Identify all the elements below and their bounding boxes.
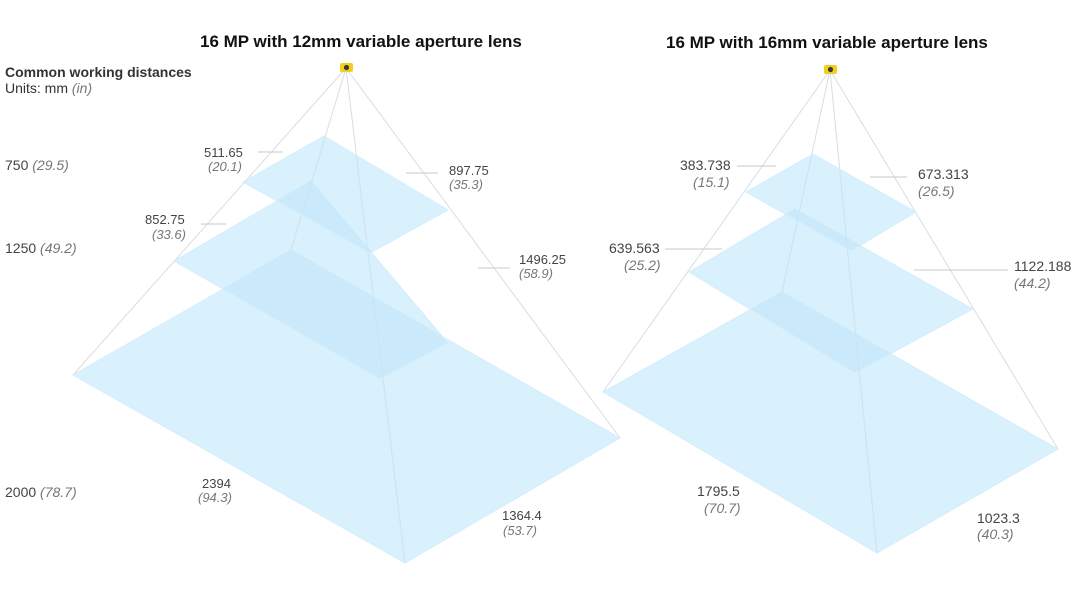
distance-in: (29.5) bbox=[32, 157, 69, 173]
distance-750: 750 (29.5) bbox=[5, 158, 69, 172]
fov-height-2000-in: (53.7) bbox=[503, 523, 537, 538]
fov-width-750: 511.65 bbox=[204, 145, 243, 160]
pyramid-12mm bbox=[71, 63, 622, 564]
fov-height-2000: 1364.4 bbox=[502, 508, 542, 523]
fov-width-2000: 1795.5 bbox=[697, 483, 740, 499]
fov-height-1250-in: (58.9) bbox=[519, 266, 553, 281]
fov-width-2000: 2394 bbox=[202, 476, 231, 491]
distance-mm: 750 bbox=[5, 157, 29, 173]
fov-width-750-in: (15.1) bbox=[693, 174, 730, 190]
distance-2000: 2000 (78.7) bbox=[5, 485, 77, 499]
fov-height-750: 897.75 bbox=[449, 163, 489, 178]
plane-750 bbox=[744, 153, 917, 252]
fov-width-1250: 639.563 bbox=[609, 240, 660, 256]
fov-width-750: 383.738 bbox=[680, 157, 731, 173]
units-label: Units: mm (in) bbox=[5, 81, 92, 95]
fov-height-2000: 1023.3 bbox=[977, 510, 1020, 526]
camera-icon bbox=[824, 65, 837, 74]
distance-in: (78.7) bbox=[40, 484, 77, 500]
distance-1250: 1250 (49.2) bbox=[5, 241, 77, 255]
plane-2000 bbox=[71, 249, 622, 564]
distance-in: (49.2) bbox=[40, 240, 77, 256]
fov-width-2000-in: (94.3) bbox=[198, 490, 232, 505]
legend-heading: Common working distances bbox=[5, 64, 192, 80]
diagram-title-12mm: 16 MP with 12mm variable aperture lens bbox=[200, 32, 522, 51]
fov-height-1250: 1122.188 bbox=[1014, 258, 1072, 274]
fov-height-1250-in: (44.2) bbox=[1014, 275, 1051, 291]
units-suffix: (in) bbox=[71, 80, 93, 96]
fov-width-750-in: (20.1) bbox=[208, 159, 242, 174]
units-prefix: Units: mm bbox=[5, 80, 72, 96]
leader-lines bbox=[201, 151, 510, 269]
fov-width-2000-in: (70.7) bbox=[704, 500, 741, 516]
plane-2000 bbox=[601, 291, 1060, 554]
plane-1250 bbox=[173, 180, 449, 380]
fov-height-750-in: (26.5) bbox=[918, 183, 955, 199]
distance-mm: 2000 bbox=[5, 484, 37, 500]
camera-icon bbox=[340, 63, 353, 72]
fov-height-750: 673.313 bbox=[918, 166, 969, 182]
plane-1250 bbox=[688, 208, 975, 374]
fov-height-750-in: (35.3) bbox=[449, 177, 483, 192]
distance-mm: 1250 bbox=[5, 240, 37, 256]
fov-width-1250-in: (25.2) bbox=[624, 257, 661, 273]
fov-height-2000-in: (40.3) bbox=[977, 526, 1014, 542]
leader-lines bbox=[665, 165, 1008, 271]
fov-height-1250: 1496.25 bbox=[519, 252, 566, 267]
diagram-title-16mm: 16 MP with 16mm variable aperture lens bbox=[666, 33, 988, 52]
plane-750 bbox=[241, 135, 450, 254]
pyramid-16mm bbox=[601, 65, 1060, 554]
fov-width-1250-in: (33.6) bbox=[152, 227, 186, 242]
fov-width-1250: 852.75 bbox=[145, 212, 185, 227]
